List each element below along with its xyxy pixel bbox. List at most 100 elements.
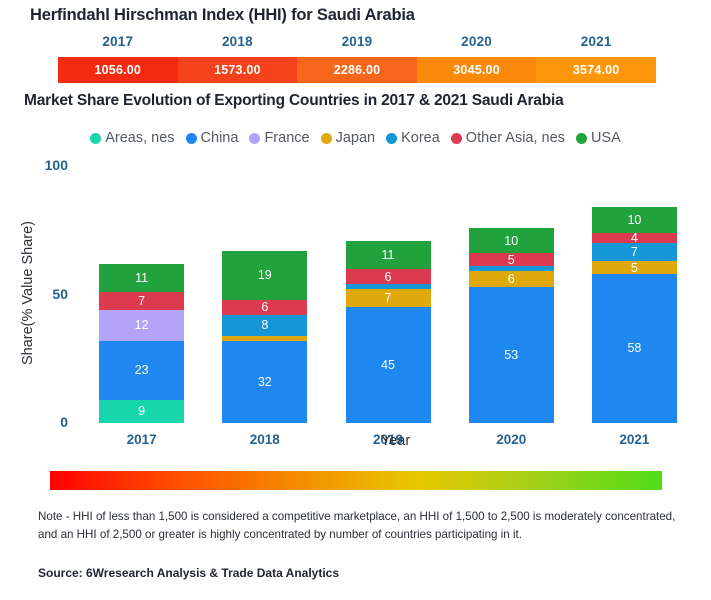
y-axis-tick: 50 bbox=[52, 285, 68, 302]
bar-segment[interactable]: 23 bbox=[99, 340, 185, 400]
legend-item[interactable]: France bbox=[249, 130, 310, 146]
bar-column[interactable]: 53 6 5 10 2020 bbox=[450, 166, 573, 447]
bar-column[interactable]: 45 7 6 11 2019 bbox=[326, 166, 449, 447]
x-axis-tick: 2017 bbox=[126, 432, 157, 447]
bar-segment-value: 6 bbox=[507, 272, 515, 287]
chart-legend: Areas, nes China France Japan Korea Other Asi… bbox=[0, 130, 711, 146]
bar-segment-value: 53 bbox=[504, 347, 519, 362]
bar-segment-value: 7 bbox=[384, 291, 392, 306]
legend-item[interactable]: USA bbox=[575, 130, 621, 146]
legend-item[interactable]: China bbox=[185, 130, 239, 146]
hhi-year-label: 2019 bbox=[341, 34, 373, 49]
legend-swatch-icon bbox=[185, 132, 197, 144]
bar-segment[interactable]: 58 bbox=[591, 273, 677, 423]
bar-segment-value: 10 bbox=[627, 213, 642, 228]
bar-segment[interactable] bbox=[222, 335, 308, 341]
hhi-value-bar: 1056.00 1573.00 2286.00 3045.00 3574.00 bbox=[58, 57, 656, 83]
hhi-year-label: 2020 bbox=[461, 34, 492, 49]
legend-label: Japan bbox=[335, 130, 376, 146]
y-axis-ticks: 0 50 100 bbox=[24, 157, 68, 430]
legend-label: Korea bbox=[401, 130, 440, 146]
bar-segment[interactable]: 7 bbox=[345, 289, 431, 308]
bar-segment-value: 45 bbox=[381, 358, 395, 373]
legend-swatch-icon bbox=[90, 132, 102, 144]
y-axis-tick: 0 bbox=[60, 414, 68, 430]
bar-segment-value: 32 bbox=[257, 374, 272, 389]
hhi-title: Herfindahl Hirschman Index (HHI) for Sau… bbox=[30, 6, 415, 24]
legend-label: China bbox=[200, 130, 239, 146]
legend-swatch-icon bbox=[575, 132, 587, 144]
legend-item[interactable]: Japan bbox=[320, 130, 376, 146]
stacked-bar[interactable]: 53 6 5 10 bbox=[468, 227, 554, 423]
bar-segment[interactable]: 5 bbox=[591, 261, 677, 274]
bar-column[interactable]: 9 23 12 7 11 2017 bbox=[80, 166, 203, 447]
bar-segment[interactable]: 53 bbox=[468, 286, 554, 423]
legend-swatch-icon bbox=[320, 132, 332, 144]
bar-segment[interactable]: 12 bbox=[99, 309, 185, 341]
bar-segment-value: 23 bbox=[134, 363, 149, 378]
legend-label: Other Asia, nes bbox=[465, 130, 565, 146]
bar-segment[interactable] bbox=[345, 284, 431, 290]
legend-item[interactable]: Areas, nes bbox=[90, 130, 175, 146]
legend-item[interactable]: Other Asia, nes bbox=[450, 130, 565, 146]
bar-segment-value: 58 bbox=[627, 341, 642, 356]
hhi-year-label: 2018 bbox=[221, 34, 253, 49]
legend-label: France bbox=[264, 130, 310, 146]
y-axis-tick: 100 bbox=[44, 157, 68, 173]
bar-segment[interactable]: 7 bbox=[591, 243, 677, 262]
bar-group: 9 23 12 7 11 2017 32 8 6 19 2018 45 7 6 11 2019 53 6 5 10 20… bbox=[80, 166, 696, 447]
hhi-value-cell: 1573.00 bbox=[177, 57, 298, 83]
bar-segment-value: 12 bbox=[134, 318, 149, 333]
bar-column[interactable]: 32 8 6 19 2018 bbox=[203, 166, 326, 447]
bar-segment[interactable]: 9 bbox=[99, 399, 185, 423]
x-axis-tick: 2018 bbox=[249, 432, 280, 447]
legend-item[interactable]: Korea bbox=[386, 130, 440, 146]
legend-label: USA bbox=[590, 130, 621, 146]
stacked-bar[interactable]: 32 8 6 19 bbox=[222, 250, 308, 423]
bar-segment[interactable]: 6 bbox=[345, 268, 431, 285]
bar-segment[interactable]: 10 bbox=[468, 227, 554, 254]
bar-segment[interactable]: 7 bbox=[99, 291, 185, 310]
bar-segment[interactable]: 11 bbox=[99, 263, 185, 292]
bar-segment[interactable] bbox=[468, 266, 554, 272]
legend-swatch-icon bbox=[450, 132, 462, 144]
x-axis-label: Year bbox=[380, 433, 411, 449]
x-axis-tick: 2021 bbox=[619, 432, 650, 447]
stacked-bar[interactable]: 45 7 6 11 bbox=[345, 240, 431, 423]
legend-label: Areas, nes bbox=[105, 130, 175, 146]
bar-segment-value: 11 bbox=[381, 247, 395, 262]
stacked-bar[interactable]: 58 5 7 4 10 bbox=[591, 207, 677, 423]
bar-segment[interactable]: 19 bbox=[222, 250, 308, 300]
bar-segment-value: 7 bbox=[138, 293, 146, 308]
x-axis-tick: 2019 bbox=[372, 432, 404, 447]
hhi-value-cell: 1056.00 bbox=[58, 57, 178, 83]
source-text: Source: 6Wresearch Analysis & Trade Data… bbox=[38, 566, 340, 580]
hhi-year-row: 2017 2018 2019 2020 2021 bbox=[58, 34, 656, 49]
bar-segment[interactable]: 11 bbox=[345, 240, 431, 269]
bar-segment-value: 11 bbox=[135, 270, 149, 285]
stacked-bar[interactable]: 9 23 12 7 11 bbox=[99, 263, 185, 423]
hhi-value-cell: 2286.00 bbox=[297, 57, 417, 83]
legend-swatch-icon bbox=[249, 132, 261, 144]
hhi-value-cell: 3045.00 bbox=[416, 57, 537, 83]
bar-segment[interactable]: 8 bbox=[222, 315, 308, 336]
bar-segment-value: 6 bbox=[384, 269, 392, 284]
note-text: Note - HHI of less than 1,500 is conside… bbox=[38, 510, 676, 541]
bar-segment[interactable]: 6 bbox=[222, 299, 308, 316]
plot-area: Share(% Value Share) 0 50 100 9 23 12 7 11 2017… bbox=[0, 157, 711, 449]
bar-segment[interactable]: 45 bbox=[345, 307, 431, 423]
bar-segment[interactable]: 5 bbox=[468, 253, 554, 267]
bar-segment-value: 10 bbox=[504, 233, 519, 248]
x-axis-tick: 2020 bbox=[496, 432, 527, 447]
bar-segment-value: 6 bbox=[261, 300, 269, 315]
bar-segment[interactable]: 10 bbox=[591, 207, 677, 233]
bar-column[interactable]: 58 5 7 4 10 2021 bbox=[573, 166, 696, 447]
chart-title: Market Share Evolution of Exporting Coun… bbox=[24, 92, 564, 109]
bar-segment[interactable]: 4 bbox=[591, 232, 677, 244]
bar-segment-value: 8 bbox=[261, 318, 269, 333]
bar-segment-value: 5 bbox=[630, 261, 638, 274]
hhi-value-cell: 3574.00 bbox=[536, 57, 656, 83]
bar-segment[interactable]: 32 bbox=[222, 340, 308, 423]
bar-segment[interactable]: 6 bbox=[468, 271, 554, 287]
